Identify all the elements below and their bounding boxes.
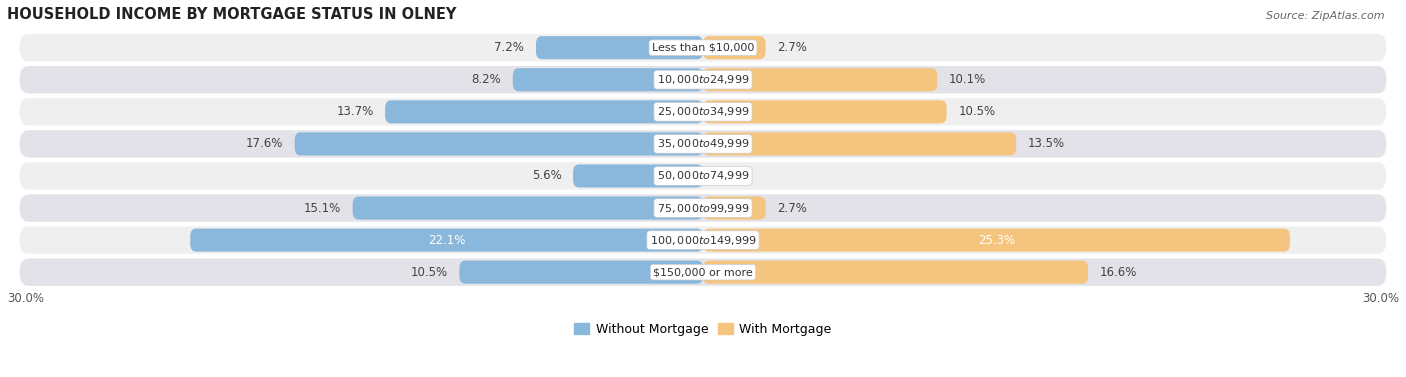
FancyBboxPatch shape xyxy=(18,97,1388,127)
FancyBboxPatch shape xyxy=(18,65,1388,95)
FancyBboxPatch shape xyxy=(513,68,703,91)
FancyBboxPatch shape xyxy=(190,228,703,252)
FancyBboxPatch shape xyxy=(703,196,766,219)
FancyBboxPatch shape xyxy=(18,33,1388,63)
FancyBboxPatch shape xyxy=(703,228,1291,252)
Text: 2.7%: 2.7% xyxy=(778,202,807,215)
Text: 15.1%: 15.1% xyxy=(304,202,342,215)
Text: $25,000 to $34,999: $25,000 to $34,999 xyxy=(657,105,749,118)
FancyBboxPatch shape xyxy=(385,100,703,123)
FancyBboxPatch shape xyxy=(703,261,1088,284)
Text: HOUSEHOLD INCOME BY MORTGAGE STATUS IN OLNEY: HOUSEHOLD INCOME BY MORTGAGE STATUS IN O… xyxy=(7,7,457,22)
Text: Less than $10,000: Less than $10,000 xyxy=(652,43,754,53)
Text: $10,000 to $24,999: $10,000 to $24,999 xyxy=(657,73,749,86)
Text: 10.5%: 10.5% xyxy=(411,266,447,279)
FancyBboxPatch shape xyxy=(295,132,703,155)
Text: $75,000 to $99,999: $75,000 to $99,999 xyxy=(657,202,749,215)
Text: 13.5%: 13.5% xyxy=(1028,137,1064,150)
Text: 2.7%: 2.7% xyxy=(778,41,807,54)
FancyBboxPatch shape xyxy=(18,161,1388,191)
Text: $35,000 to $49,999: $35,000 to $49,999 xyxy=(657,137,749,150)
Text: 13.7%: 13.7% xyxy=(336,105,374,118)
Text: 30.0%: 30.0% xyxy=(1362,292,1399,305)
Text: 10.1%: 10.1% xyxy=(949,73,986,86)
Text: 5.6%: 5.6% xyxy=(531,170,561,182)
Text: 16.6%: 16.6% xyxy=(1099,266,1137,279)
FancyBboxPatch shape xyxy=(574,164,703,187)
FancyBboxPatch shape xyxy=(353,196,703,219)
FancyBboxPatch shape xyxy=(536,36,703,59)
Text: $100,000 to $149,999: $100,000 to $149,999 xyxy=(650,234,756,247)
Text: 8.2%: 8.2% xyxy=(471,73,501,86)
FancyBboxPatch shape xyxy=(460,261,703,284)
FancyBboxPatch shape xyxy=(703,68,938,91)
FancyBboxPatch shape xyxy=(18,193,1388,223)
Text: 30.0%: 30.0% xyxy=(7,292,44,305)
Text: Source: ZipAtlas.com: Source: ZipAtlas.com xyxy=(1267,11,1385,21)
FancyBboxPatch shape xyxy=(703,100,946,123)
Text: 17.6%: 17.6% xyxy=(246,137,283,150)
FancyBboxPatch shape xyxy=(703,36,766,59)
FancyBboxPatch shape xyxy=(703,132,1017,155)
Text: 25.3%: 25.3% xyxy=(979,234,1015,247)
Text: 22.1%: 22.1% xyxy=(427,234,465,247)
FancyBboxPatch shape xyxy=(18,129,1388,159)
FancyBboxPatch shape xyxy=(18,257,1388,287)
FancyBboxPatch shape xyxy=(18,225,1388,255)
Text: 10.5%: 10.5% xyxy=(959,105,995,118)
Text: 7.2%: 7.2% xyxy=(495,41,524,54)
Legend: Without Mortgage, With Mortgage: Without Mortgage, With Mortgage xyxy=(569,318,837,341)
Text: $150,000 or more: $150,000 or more xyxy=(654,267,752,277)
Text: 0.0%: 0.0% xyxy=(714,170,744,182)
Text: $50,000 to $74,999: $50,000 to $74,999 xyxy=(657,170,749,182)
